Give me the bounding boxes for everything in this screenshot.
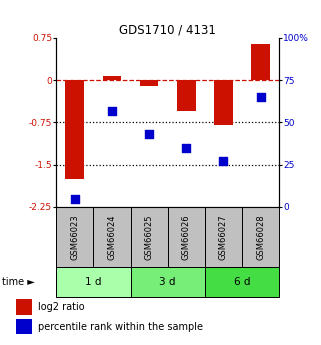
Point xyxy=(147,131,152,137)
Bar xyxy=(131,267,205,297)
Text: GSM66023: GSM66023 xyxy=(70,214,79,260)
Bar xyxy=(205,207,242,267)
Point xyxy=(109,108,115,114)
Bar xyxy=(214,80,233,125)
Text: GSM66028: GSM66028 xyxy=(256,214,265,260)
Text: time ►: time ► xyxy=(2,277,34,287)
Text: 6 d: 6 d xyxy=(234,277,250,287)
Point xyxy=(258,94,263,100)
Text: 3 d: 3 d xyxy=(160,277,176,287)
Bar xyxy=(140,80,159,86)
Bar xyxy=(56,207,93,267)
Point xyxy=(221,159,226,164)
Title: GDS1710 / 4131: GDS1710 / 4131 xyxy=(119,24,216,37)
Bar xyxy=(168,207,205,267)
Bar xyxy=(177,80,195,111)
Text: GSM66024: GSM66024 xyxy=(108,215,117,260)
Text: GSM66027: GSM66027 xyxy=(219,214,228,260)
Bar xyxy=(93,207,131,267)
Text: 1 d: 1 d xyxy=(85,277,102,287)
Bar xyxy=(56,267,131,297)
Bar xyxy=(16,319,32,334)
Point xyxy=(72,196,77,201)
Text: GSM66025: GSM66025 xyxy=(145,215,154,260)
Bar xyxy=(205,267,279,297)
Point xyxy=(184,145,189,150)
Text: percentile rank within the sample: percentile rank within the sample xyxy=(39,322,204,332)
Bar xyxy=(242,207,279,267)
Bar xyxy=(65,80,84,179)
Bar xyxy=(251,43,270,80)
Text: GSM66026: GSM66026 xyxy=(182,214,191,260)
Bar xyxy=(16,299,32,315)
Text: log2 ratio: log2 ratio xyxy=(39,302,85,312)
Bar xyxy=(131,207,168,267)
Bar xyxy=(103,76,121,80)
